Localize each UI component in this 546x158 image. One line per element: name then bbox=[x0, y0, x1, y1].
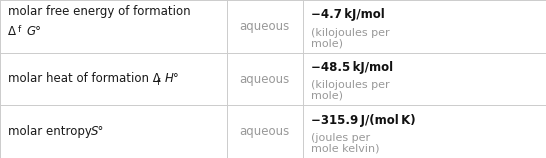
Text: −315.9 J/(mol K): −315.9 J/(mol K) bbox=[311, 114, 416, 127]
Text: (kilojoules per: (kilojoules per bbox=[311, 28, 390, 38]
Text: S°: S° bbox=[91, 125, 104, 138]
Text: (kilojoules per: (kilojoules per bbox=[311, 80, 390, 90]
Text: mole kelvin): mole kelvin) bbox=[311, 143, 379, 154]
Text: mole): mole) bbox=[311, 38, 343, 48]
Text: f: f bbox=[157, 79, 160, 87]
Text: molar entropy: molar entropy bbox=[8, 125, 96, 138]
Text: Δ: Δ bbox=[8, 25, 16, 38]
Text: −48.5 kJ/mol: −48.5 kJ/mol bbox=[311, 61, 393, 74]
Text: aqueous: aqueous bbox=[240, 125, 290, 138]
Text: aqueous: aqueous bbox=[240, 20, 290, 33]
Text: mole): mole) bbox=[311, 91, 343, 101]
Text: aqueous: aqueous bbox=[240, 73, 290, 85]
Text: molar heat of formation Δ: molar heat of formation Δ bbox=[8, 73, 161, 85]
Text: G°: G° bbox=[26, 25, 41, 38]
Text: (joules per: (joules per bbox=[311, 133, 370, 143]
Text: molar free energy of formation: molar free energy of formation bbox=[8, 5, 191, 18]
Text: H°: H° bbox=[165, 73, 180, 85]
Text: −4.7 kJ/mol: −4.7 kJ/mol bbox=[311, 8, 385, 21]
Text: f: f bbox=[18, 24, 21, 33]
